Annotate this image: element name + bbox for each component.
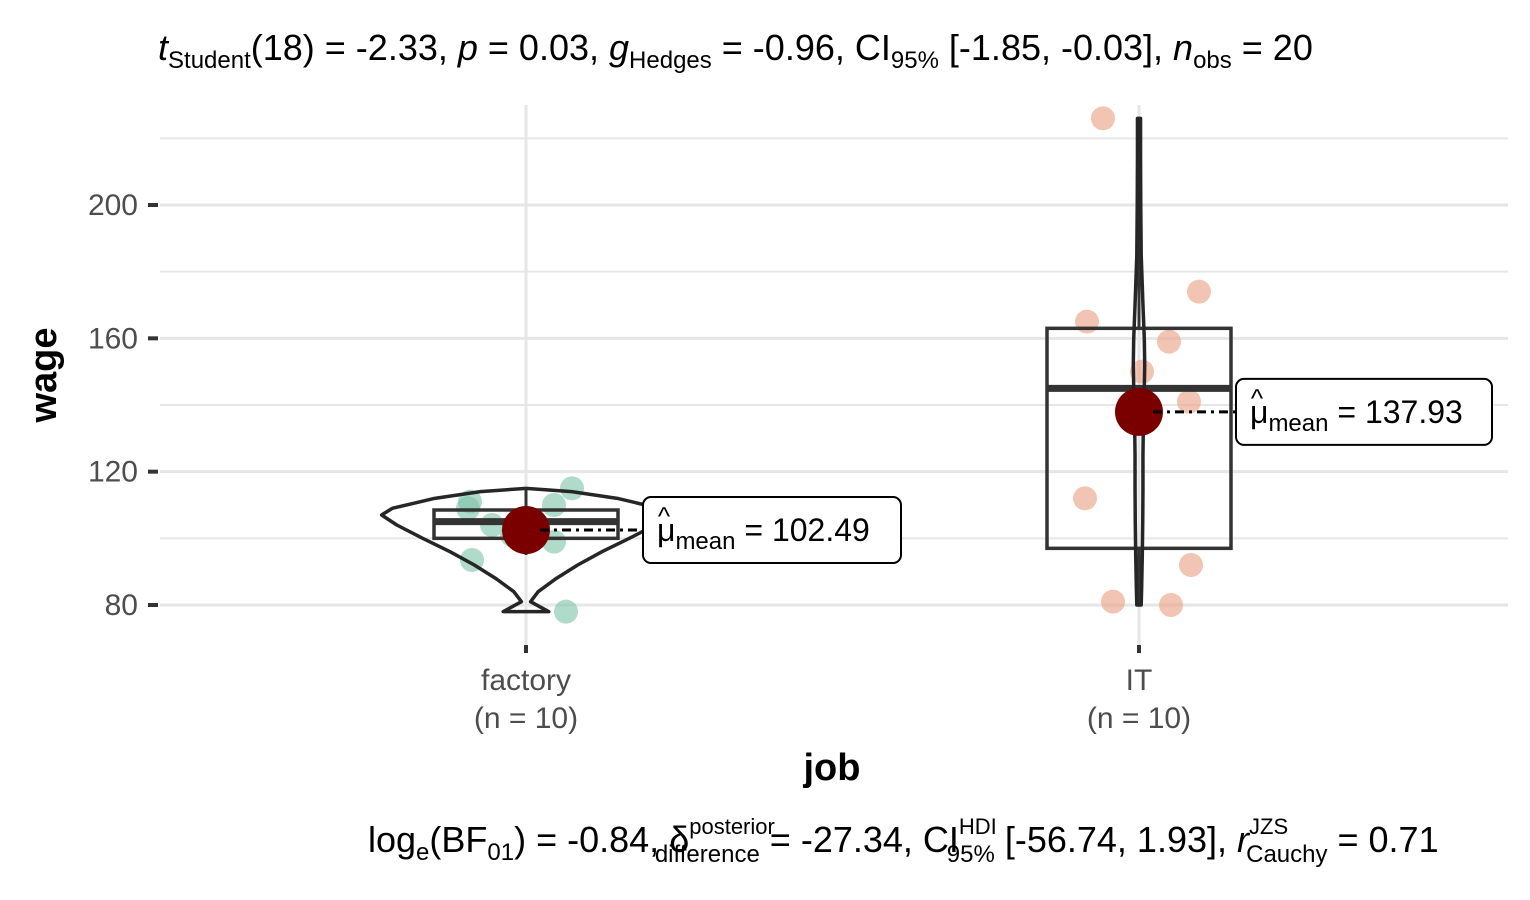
- y-axis-title: wage: [23, 327, 65, 423]
- y-tick-label: 160: [88, 322, 138, 355]
- mean-dot: [502, 506, 550, 555]
- r-symbol: r: [1237, 819, 1251, 860]
- y-tick-label: 200: [88, 189, 138, 222]
- x-tick-count: (n = 10): [1087, 702, 1191, 735]
- t-symbol: t: [158, 27, 170, 68]
- x-tick-count: (n = 10): [474, 702, 578, 735]
- mean-label-box: [642, 496, 902, 565]
- data-point: [1073, 486, 1097, 511]
- p-symbol: p: [457, 27, 478, 68]
- group-factory: μmean = 102.49^: [379, 476, 902, 624]
- data-point: [1101, 589, 1125, 614]
- chart-caption-bayes: loge(BF01) = -0.84, δposterior difference…: [368, 814, 1439, 868]
- data-point: [554, 599, 578, 624]
- ci-subscript: 95%: [947, 841, 995, 868]
- data-point: [1187, 279, 1211, 304]
- delta-symbol: δ: [669, 819, 689, 860]
- data-point: [1157, 329, 1181, 354]
- g-subscript: Hedges: [629, 47, 712, 74]
- mean-label: μmean = 137.93: [1250, 394, 1463, 437]
- degrees-of-freedom: (18): [251, 27, 315, 68]
- mean-hat: ^: [1251, 383, 1264, 413]
- ci-superscript: HDI: [959, 814, 997, 839]
- data-point: [542, 493, 566, 517]
- bf-open: (BF: [429, 819, 487, 860]
- t-value: = -2.33,: [315, 27, 458, 68]
- log-text: log: [368, 819, 416, 860]
- mean-label-box: [1235, 377, 1493, 446]
- box-iqr: [1045, 326, 1233, 551]
- x-axis-title: job: [803, 747, 861, 789]
- r-subscript: Cauchy: [1246, 841, 1327, 868]
- group-it: μmean = 137.93^: [1045, 106, 1493, 617]
- ci-value: [-56.74, 1.93],: [995, 819, 1237, 860]
- ci-subscript: 95%: [891, 47, 939, 74]
- y-tick-label: 80: [105, 589, 138, 622]
- mean-dot: [1115, 387, 1163, 436]
- violin-outline: [379, 486, 673, 614]
- n-symbol: n: [1173, 27, 1193, 68]
- mean-label: μmean = 102.49: [657, 512, 870, 555]
- g-value: = -0.96, CI: [712, 27, 891, 68]
- delta-subscript: difference: [655, 841, 760, 868]
- y-tick-label: 120: [88, 456, 138, 489]
- mean-hat: ^: [658, 501, 671, 531]
- x-tick-label: factory: [481, 664, 571, 697]
- axes: factory (n = 10) IT (n = 10) 80 120 160 200: [88, 189, 1191, 735]
- data-point: [1179, 553, 1203, 577]
- log-subscript: e: [416, 839, 429, 866]
- data-point: [1159, 593, 1183, 617]
- g-symbol: g: [609, 27, 629, 68]
- chart-subtitle-stats: tStudent(18) = -2.33, p = 0.03, gHedges …: [158, 27, 1313, 74]
- x-tick-label: IT: [1126, 664, 1153, 697]
- bf-subscript: 01: [487, 839, 514, 866]
- bf-close: ) = -0.84,: [514, 819, 669, 860]
- t-subscript: Student: [168, 47, 251, 74]
- data-point: [1177, 389, 1201, 414]
- n-value: = 20: [1232, 27, 1313, 68]
- r-superscript: JZS: [1249, 814, 1288, 839]
- data-point: [1130, 359, 1154, 384]
- ci-value: [-1.85, -0.03],: [939, 27, 1173, 68]
- violin-outline: [1131, 116, 1147, 607]
- n-subscript: obs: [1193, 47, 1232, 74]
- delta-superscript: posterior: [689, 814, 775, 839]
- delta-value: = -27.34, CI: [760, 819, 959, 860]
- data-groups: μmean = 102.49^μmean = 137.93^: [379, 106, 1493, 624]
- p-value: = 0.03,: [478, 27, 609, 68]
- data-point: [560, 476, 584, 501]
- data-point: [1091, 106, 1115, 131]
- r-value: = 0.71: [1328, 819, 1439, 860]
